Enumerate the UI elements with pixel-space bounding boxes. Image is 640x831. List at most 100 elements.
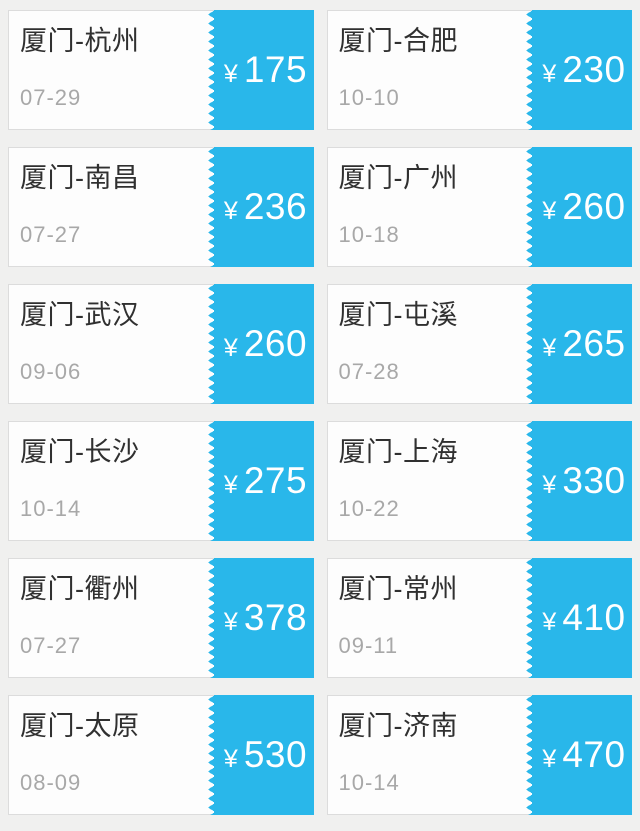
fare-card-info: 厦门-杭州 07-29 [9,11,313,111]
price-tag: ¥ 275 [213,421,314,541]
date-label: 09-11 [338,633,399,658]
route-label: 厦门-济南 [338,711,458,741]
ticket-zigzag-edge [207,10,215,130]
price-row: ¥ 260 [224,323,307,365]
route-label: 厦门-太原 [20,711,140,741]
price-row: ¥ 236 [224,186,307,228]
price-amount: 410 [562,597,626,638]
price-amount: 330 [562,460,626,501]
date-label: 07-29 [20,85,82,110]
fare-card-info: 厦门-南昌 07-27 [9,148,313,248]
route-label: 厦门-屯溪 [338,300,458,330]
currency-symbol: ¥ [542,745,557,773]
currency-symbol: ¥ [223,608,238,636]
price-row: ¥ 275 [224,460,307,502]
fare-card-info: 厦门-衢州 07-27 [9,559,313,659]
price-amount: 236 [243,186,308,227]
date-label: 07-27 [20,222,82,247]
fare-card-info: 厦门-济南 10-14 [328,696,632,796]
currency-symbol: ¥ [542,334,557,362]
price-row: ¥ 230 [542,49,625,91]
fare-card[interactable]: 厦门-杭州 07-29 ¥ 175 [8,10,314,130]
price-amount: 175 [243,49,308,90]
currency-symbol: ¥ [223,197,238,225]
price-row: ¥ 265 [542,323,625,365]
price-tag: ¥ 378 [213,558,314,678]
price-amount: 230 [562,49,626,90]
fare-card[interactable]: 厦门-南昌 07-27 ¥ 236 [8,147,314,267]
price-row: ¥ 175 [224,49,307,91]
date-label: 07-28 [338,359,400,384]
currency-symbol: ¥ [542,197,557,225]
fare-card[interactable]: 厦门-衢州 07-27 ¥ 378 [8,558,314,678]
route-label: 厦门-上海 [338,437,458,467]
price-row: ¥ 410 [542,597,625,639]
fare-card[interactable]: 厦门-屯溪 07-28 ¥ 265 [326,284,632,404]
fare-card[interactable]: 厦门-长沙 10-14 ¥ 275 [8,421,314,541]
date-label: 10-14 [20,496,82,521]
date-label: 10-14 [338,770,400,795]
route-label: 厦门-常州 [338,574,458,604]
fare-card-info: 厦门-太原 08-09 [9,696,313,796]
ticket-zigzag-edge [207,558,215,678]
currency-symbol: ¥ [542,471,557,499]
currency-symbol: ¥ [223,471,238,499]
price-row: ¥ 470 [542,734,625,776]
currency-symbol: ¥ [223,60,238,88]
price-amount: 530 [243,734,308,775]
price-tag: ¥ 530 [213,695,314,815]
fare-card[interactable]: 厦门-上海 10-22 ¥ 330 [326,421,632,541]
price-tag: ¥ 260 [532,147,632,267]
price-amount: 265 [562,323,626,364]
ticket-zigzag-edge [526,10,533,130]
ticket-zigzag-edge [207,147,215,267]
price-tag: ¥ 230 [532,10,632,130]
ticket-zigzag-edge [526,284,533,404]
fare-card[interactable]: 厦门-武汉 09-06 ¥ 260 [8,284,314,404]
ticket-zigzag-edge [526,147,533,267]
price-tag: ¥ 265 [532,284,632,404]
fare-card-info: 厦门-常州 09-11 [328,559,632,659]
route-label: 厦门-合肥 [338,26,458,56]
ticket-zigzag-edge [526,695,533,815]
route-label: 厦门-长沙 [20,437,140,467]
route-label: 厦门-杭州 [20,26,140,56]
price-amount: 378 [243,597,308,638]
price-row: ¥ 530 [224,734,307,776]
date-label: 08-09 [20,770,82,795]
currency-symbol: ¥ [542,608,557,636]
price-tag: ¥ 236 [213,147,314,267]
ticket-zigzag-edge [207,695,215,815]
fare-card-info: 厦门-长沙 10-14 [9,422,313,522]
fare-card-info: 厦门-广州 10-18 [328,148,632,248]
date-label: 07-27 [20,633,82,658]
fare-card-info: 厦门-武汉 09-06 [9,285,313,385]
price-tag: ¥ 330 [532,421,632,541]
route-label: 厦门-衢州 [20,574,140,604]
fare-card[interactable]: 厦门-太原 08-09 ¥ 530 [8,695,314,815]
fare-card[interactable]: 厦门-合肥 10-10 ¥ 230 [326,10,632,130]
fare-card-info: 厦门-屯溪 07-28 [328,285,632,385]
ticket-zigzag-edge [207,284,215,404]
date-label: 09-06 [20,359,82,384]
fare-card[interactable]: 厦门-济南 10-14 ¥ 470 [326,695,632,815]
currency-symbol: ¥ [223,745,238,773]
price-row: ¥ 260 [542,186,625,228]
date-label: 10-22 [338,496,400,521]
fare-card[interactable]: 厦门-常州 09-11 ¥ 410 [326,558,632,678]
price-amount: 470 [562,734,626,775]
route-label: 厦门-广州 [338,163,458,193]
fare-card[interactable]: 厦门-广州 10-18 ¥ 260 [326,147,632,267]
price-amount: 260 [243,323,308,364]
price-tag: ¥ 470 [532,695,632,815]
price-row: ¥ 330 [542,460,625,502]
price-amount: 260 [562,186,626,227]
date-label: 10-18 [338,222,400,247]
ticket-zigzag-edge [207,421,215,541]
ticket-zigzag-edge [526,558,533,678]
route-label: 厦门-南昌 [20,163,140,193]
fare-card-info: 厦门-上海 10-22 [328,422,632,522]
currency-symbol: ¥ [542,60,557,88]
price-tag: ¥ 260 [213,284,314,404]
